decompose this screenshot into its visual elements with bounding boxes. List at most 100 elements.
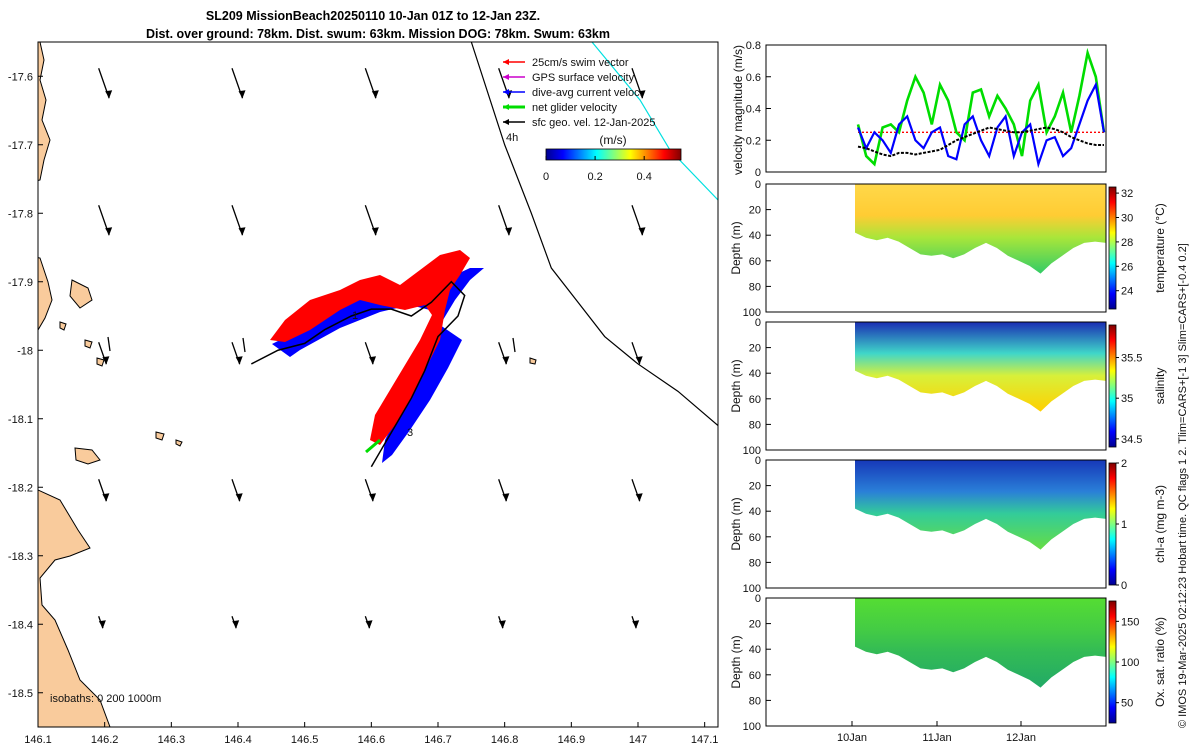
map-x-tick-label: 146.4	[224, 734, 252, 746]
geo-velocity-arrowhead	[238, 227, 246, 236]
geo-velocity-arrowhead	[235, 356, 243, 365]
geo-velocity-arrowhead	[105, 227, 113, 236]
geo-velocity-arrowhead	[371, 90, 379, 99]
geo-velocity-arrowhead	[502, 493, 510, 502]
map-y-tick-label: -18.3	[8, 551, 33, 563]
depth-tick-label: 20	[749, 343, 761, 355]
depth-tick-label: 100	[743, 583, 761, 595]
island-4	[175, 439, 183, 447]
depth-panel-frame	[765, 597, 1107, 727]
island-6	[96, 357, 105, 367]
geo-velocity-arrowhead	[365, 620, 373, 629]
map-y-tick-label: -17.8	[8, 208, 33, 220]
geo-velocity-arrow	[107, 336, 111, 352]
map-x-tick-label: 146.9	[558, 734, 586, 746]
day-marker-1: 1	[352, 310, 358, 322]
geo-velocity-arrow	[512, 337, 516, 353]
isobath-line	[591, 42, 718, 201]
legend-label: GPS surface velocity	[532, 72, 635, 84]
legend-swatch-head	[503, 104, 509, 110]
depth-colorbar-tick-label: 1	[1121, 519, 1127, 531]
depth-colorbar-tick-label: 24	[1121, 286, 1133, 298]
speed-colorbar-bar	[545, 148, 682, 161]
depth-colorbar-tick-label: 32	[1121, 188, 1133, 200]
swim-vectors	[270, 250, 470, 445]
depth-tick-label: 0	[755, 455, 761, 467]
surface-geo-velocity-series	[857, 126, 1104, 158]
map-x-tick-label: 146.8	[491, 734, 519, 746]
map-x-tick-label: 146.5	[291, 734, 319, 746]
legend-label: sfc geo. vel. 12-Jan-2025	[532, 117, 656, 129]
legend-swatch-head	[503, 119, 509, 125]
map-x-tick-label: 146.7	[424, 734, 452, 746]
geo-velocity-arrowhead	[498, 620, 506, 629]
geo-velocity-arrowhead	[632, 620, 640, 629]
speed-colorbar-ticks: 0 0.2 0.4	[543, 156, 652, 183]
depth-panel-0: 0 20 40 60 80 100 Depth (m) 24 26 28 30 32 temperatu…	[729, 179, 1167, 319]
island-2	[74, 447, 101, 465]
geo-velocity-arrowhead	[102, 356, 110, 365]
map-y-tick-label: -18.5	[8, 688, 33, 700]
map-y-tick-label: -17.7	[8, 140, 33, 152]
depth-colorbar	[1108, 462, 1117, 586]
legend-label: net glider velocity	[532, 102, 617, 114]
island-1	[69, 279, 93, 309]
time-tick-label: 10Jan	[837, 732, 867, 744]
depth-panel-1: 0 20 40 60 80 100 Depth (m) 34.5 35 35.5 salinity	[729, 317, 1167, 457]
colorbar-tick-label: 0.4	[637, 171, 652, 183]
map-x-axis: 146.1 146.2 146.3 146.4 146.5 146.6 146.7 146.8…	[24, 722, 718, 746]
time-tick-label: 12Jan	[1006, 732, 1036, 744]
depth-tick-label: 60	[749, 532, 761, 544]
depth-tick-label: 20	[749, 619, 761, 631]
island-8	[59, 321, 67, 331]
geo-velocity-arrowhead	[638, 227, 646, 236]
depth-ylabel: Depth (m)	[729, 635, 743, 688]
time-axis: 10Jan 11Jan 12Jan	[837, 721, 1036, 744]
depth-tick-label: 80	[749, 557, 761, 569]
depth-colorbar	[1108, 600, 1117, 724]
depth-panel-frame	[765, 321, 1107, 451]
map-y-tick-label: -18.1	[8, 414, 33, 426]
geo-velocity-arrowhead	[102, 493, 110, 502]
depth-tick-label: 100	[743, 307, 761, 319]
depth-tick-label: 40	[749, 644, 761, 656]
depth-section-fill	[855, 598, 1106, 688]
legend-label: 25cm/s swim vector	[532, 57, 629, 69]
depth-tick-label: 100	[743, 721, 761, 733]
depth-colorbar-tick-label: 35	[1121, 393, 1133, 405]
velocity-ylabel: velocity magnitude (m/s)	[731, 45, 745, 175]
depth-panel-frame	[765, 459, 1107, 589]
velocity-y-tick-label: 0.8	[746, 40, 761, 52]
depth-tick-label: 0	[755, 593, 761, 605]
net-velocity-series	[856, 47, 1106, 167]
depth-section-fill	[855, 322, 1106, 412]
map-legend: 25cm/s swim vector GPS surface velocity di…	[503, 57, 656, 129]
depth-tick-label: 60	[749, 256, 761, 268]
depth-colorbar-label: chl-a (mg m-3)	[1153, 485, 1167, 563]
day-marker-4h: 4h	[506, 132, 518, 144]
depth-colorbar-tick-label: 50	[1121, 698, 1133, 710]
depth-section-fill	[855, 184, 1106, 274]
depth-tick-label: 20	[749, 481, 761, 493]
geo-velocity-arrowhead	[635, 493, 643, 502]
island-7	[529, 357, 537, 365]
map-y-tick-label: -18.4	[8, 619, 33, 631]
depth-tick-label: 100	[743, 445, 761, 457]
map-x-tick-label: 146.3	[158, 734, 186, 746]
depth-tick-label: 40	[749, 506, 761, 518]
colorbar-tick-label: 0	[543, 171, 549, 183]
depth-tick-label: 0	[755, 179, 761, 191]
isobath-label: isobaths: 0 200 1000m	[50, 693, 161, 705]
depth-tick-label: 20	[749, 205, 761, 217]
map-y-tick-label: -17.9	[8, 277, 33, 289]
depth-section-fill	[855, 460, 1106, 550]
geo-velocity-arrowhead	[371, 227, 379, 236]
depth-colorbar-tick-label: 150	[1121, 616, 1139, 628]
island-3	[155, 431, 165, 441]
mainland-south	[38, 489, 111, 727]
depth-tick-label: 0	[755, 317, 761, 329]
footer-credit: © IMOS 19-Mar-2025 02:12:23 Hobart time.…	[1177, 243, 1189, 728]
